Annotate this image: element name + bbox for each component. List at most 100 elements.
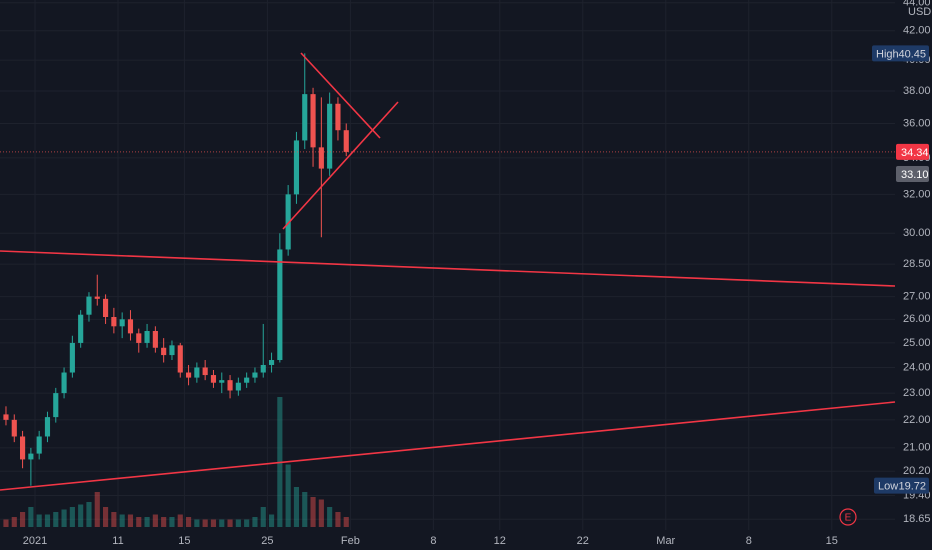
volume-bar: [161, 517, 167, 527]
candle-body: [3, 414, 9, 420]
candle-body: [119, 319, 125, 327]
volume-bar: [335, 512, 341, 527]
x-tick-label: 8: [430, 535, 436, 547]
candle-body: [152, 331, 158, 348]
candle-body: [44, 417, 51, 437]
candle-body: [53, 393, 59, 418]
volume-bar: [260, 507, 266, 527]
x-tick-label: 15: [826, 535, 838, 547]
candle-body: [61, 372, 67, 394]
candle-body: [127, 319, 134, 334]
low-marker-box: [874, 477, 929, 494]
high-marker-box: [872, 45, 929, 62]
volume-bar: [44, 514, 51, 527]
volume-bar: [53, 512, 59, 527]
y-tick-label: 32.00: [903, 188, 931, 200]
trend-line: [0, 401, 896, 491]
y-tick-label: 27.00: [903, 291, 931, 303]
candle-body: [185, 372, 192, 378]
volume-bar: [102, 507, 109, 527]
candle-body: [177, 345, 183, 373]
y-tick-label: 22.00: [903, 414, 931, 426]
candle-body: [219, 380, 225, 383]
y-tick-label: 20.20: [903, 465, 931, 477]
volume-bar: [327, 507, 333, 527]
y-tick-label: 23.00: [903, 387, 931, 399]
volume-bar: [235, 519, 241, 527]
volume-bar: [78, 504, 84, 527]
volume-bar: [20, 512, 26, 527]
candle-body: [194, 367, 200, 378]
candle-body: [235, 382, 241, 391]
x-tick-label: Mar: [656, 535, 675, 547]
candle-body: [277, 249, 283, 361]
candle-body: [244, 377, 250, 383]
volume-bar: [252, 517, 258, 527]
volume-bar: [127, 514, 134, 527]
candle-body: [169, 345, 175, 356]
volume-bar: [69, 507, 75, 527]
candle-layer: [3, 53, 349, 486]
candle-body: [161, 347, 167, 356]
x-tick-label: 25: [261, 535, 273, 547]
volume-bar: [28, 507, 34, 527]
candle-body: [252, 372, 258, 378]
candle-body: [78, 314, 84, 343]
candle-body: [227, 380, 233, 391]
candle-body: [69, 342, 75, 373]
y-tick-label: 44.00: [903, 0, 931, 9]
x-tick-label: 22: [577, 535, 589, 547]
trend-lines: [0, 52, 896, 491]
volume-bar: [177, 514, 183, 527]
y-tick-label: 30.00: [903, 227, 931, 239]
earnings-circle[interactable]: [839, 508, 857, 526]
high-marker-value: 40.45: [898, 48, 926, 60]
volume-bar: [3, 519, 9, 527]
candle-body: [343, 130, 349, 152]
candle-body: [94, 296, 100, 299]
candle-body: [20, 436, 26, 460]
candle-body: [144, 331, 150, 343]
candle-body: [293, 140, 300, 195]
y-tick-label: 42.00: [903, 25, 931, 37]
low-marker-value: 19.72: [898, 481, 926, 493]
candle-body: [11, 419, 17, 437]
volume-bar: [94, 492, 100, 527]
y-tick-label: 18.65: [903, 513, 931, 525]
candle-body: [285, 194, 291, 250]
candle-body: [310, 94, 316, 148]
trend-line: [0, 250, 896, 287]
candle-body: [136, 333, 142, 343]
low-marker-label: Low: [878, 481, 898, 493]
x-tick-label: 12: [494, 535, 506, 547]
volume-bar: [86, 502, 92, 527]
volume-bar: [185, 517, 192, 527]
currency: USD: [908, 6, 931, 18]
candle-body: [102, 298, 109, 318]
x-tick-label: Feb: [341, 535, 360, 547]
y-tick-label: 38.00: [903, 85, 931, 97]
candle-body: [210, 375, 217, 383]
x-tick-label: 2021: [23, 535, 47, 547]
prev-close-label: 33.10: [901, 169, 929, 181]
last-price-label: 34.34: [901, 147, 929, 159]
volume-bar: [302, 492, 308, 527]
candle-body: [302, 94, 308, 141]
candle-body: [202, 367, 208, 376]
volume-bar: [144, 517, 150, 527]
earnings-label[interactable]: E: [845, 513, 852, 524]
earnings[interactable]: E: [839, 508, 857, 526]
volume-bar: [293, 487, 300, 527]
volume-bar: [152, 514, 158, 527]
high-marker-label: High: [876, 48, 899, 60]
candle-body: [327, 103, 333, 169]
triangle-upper: [300, 52, 381, 139]
prev-close-box: [896, 166, 929, 183]
volume-bar: [244, 519, 250, 527]
x-tick-label: 8: [746, 535, 752, 547]
volume-bar: [36, 514, 42, 527]
candle-body: [268, 360, 275, 365]
